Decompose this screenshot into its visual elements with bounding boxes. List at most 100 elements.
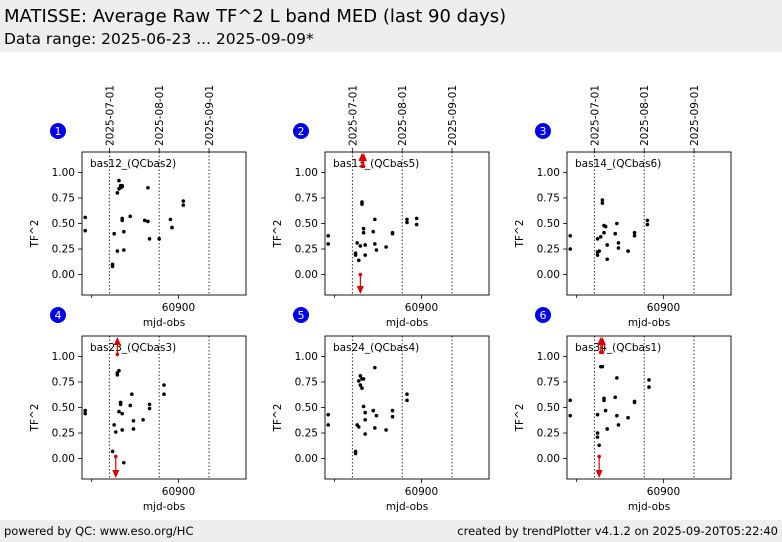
data-point bbox=[326, 233, 331, 238]
data-point bbox=[168, 217, 173, 222]
baseline-label: bas34_(QCbas1) bbox=[575, 342, 661, 354]
data-point bbox=[645, 222, 650, 227]
outlier-point bbox=[597, 454, 601, 459]
y-tick-label: 0.75 bbox=[537, 192, 560, 204]
date-tick-label: 2025-08-01 bbox=[154, 85, 166, 146]
data-point bbox=[181, 199, 186, 203]
x-tick-label: 60900 bbox=[647, 302, 680, 314]
x-tick-label: 60900 bbox=[647, 486, 680, 498]
data-point bbox=[600, 201, 605, 205]
data-point bbox=[83, 411, 88, 416]
data-point bbox=[595, 412, 600, 417]
data-point bbox=[374, 413, 379, 418]
panel-number: 3 bbox=[540, 125, 547, 138]
panel-6: 0.00 0.25 0.50 0.75 1.00 60900 mjd-obs TF^2 bas3… bbox=[514, 307, 732, 513]
plot-frame bbox=[81, 335, 247, 480]
panel-4: 0.00 0.25 0.50 0.75 1.00 60900 mjd-obs TF^2 bas2… bbox=[29, 307, 247, 513]
data-point bbox=[326, 423, 331, 427]
data-point bbox=[414, 222, 419, 227]
data-point bbox=[356, 425, 361, 429]
data-point bbox=[602, 398, 606, 403]
data-point bbox=[600, 198, 605, 202]
panel-number-badge bbox=[50, 123, 66, 139]
data-point bbox=[595, 431, 600, 435]
outlier-point bbox=[358, 272, 363, 277]
y-tick-label: 0.25 bbox=[295, 428, 318, 440]
data-point bbox=[613, 395, 618, 400]
y-tick-label: 0.25 bbox=[537, 244, 560, 256]
date-tick-label: 2025-09-01 bbox=[689, 85, 701, 146]
outlier-arrowhead-up bbox=[360, 153, 368, 161]
data-point bbox=[360, 386, 364, 390]
data-point bbox=[597, 249, 601, 253]
data-point bbox=[142, 218, 147, 223]
baseline-label: bas12_(QCbas2) bbox=[90, 158, 176, 170]
y-tick-label: 0.75 bbox=[295, 376, 318, 388]
baseline-label: bas24_(QCbas4) bbox=[333, 342, 419, 354]
data-point bbox=[112, 231, 116, 236]
x-axis-label: mjd-obs bbox=[628, 317, 670, 329]
data-point bbox=[647, 385, 651, 389]
data-point bbox=[568, 413, 573, 418]
y-tick-label: 0.25 bbox=[537, 428, 560, 440]
page-title: MATISSE: Average Raw TF^2 L band MED (la… bbox=[4, 6, 507, 27]
data-point bbox=[568, 247, 573, 251]
data-point bbox=[405, 398, 409, 403]
data-point bbox=[363, 432, 367, 436]
panel-number: 6 bbox=[540, 309, 547, 322]
data-point bbox=[120, 218, 124, 223]
data-point bbox=[361, 377, 366, 381]
data-point bbox=[128, 214, 133, 219]
panel-number-badge bbox=[293, 307, 309, 323]
outlier-point bbox=[361, 164, 366, 169]
data-point bbox=[113, 430, 118, 434]
data-point bbox=[83, 228, 88, 233]
data-point bbox=[602, 230, 606, 235]
data-point bbox=[390, 231, 395, 236]
y-tick-label: 0.75 bbox=[537, 376, 560, 388]
y-tick-label: 0.00 bbox=[295, 453, 318, 465]
data-point bbox=[600, 364, 605, 369]
y-tick-label: 0.50 bbox=[537, 218, 560, 230]
data-point bbox=[616, 241, 621, 245]
y-tick-label: 0.75 bbox=[52, 192, 75, 204]
date-tick-label: 2025-07-01 bbox=[347, 85, 359, 146]
outlier-arrowhead-down bbox=[112, 470, 120, 478]
data-point bbox=[632, 230, 637, 235]
data-point bbox=[147, 402, 152, 407]
data-point bbox=[117, 178, 121, 183]
data-point bbox=[373, 242, 377, 246]
data-point bbox=[647, 378, 651, 382]
data-point bbox=[363, 417, 367, 422]
data-point bbox=[118, 400, 123, 405]
panel-number: 5 bbox=[298, 309, 305, 322]
data-point bbox=[616, 423, 621, 427]
data-point bbox=[356, 379, 361, 383]
data-point bbox=[131, 418, 136, 423]
data-point bbox=[373, 365, 377, 370]
data-point bbox=[326, 242, 331, 246]
data-point bbox=[605, 243, 609, 247]
y-axis-label: TF^2 bbox=[514, 404, 526, 433]
y-tick-label: 1.00 bbox=[295, 167, 318, 179]
data-point bbox=[615, 221, 619, 226]
y-tick-label: 0.00 bbox=[537, 453, 560, 465]
data-point bbox=[120, 183, 124, 188]
panel-3: 2025-07-01 2025-08-01 2025-09-01 0.00 0.25 0.… bbox=[514, 85, 732, 329]
data-point bbox=[120, 411, 124, 416]
data-point bbox=[162, 383, 166, 387]
data-point bbox=[405, 392, 409, 397]
y-tick-label: 1.00 bbox=[537, 351, 560, 363]
data-point bbox=[371, 408, 376, 413]
data-point bbox=[595, 237, 600, 241]
y-tick-label: 0.50 bbox=[52, 402, 75, 414]
data-point bbox=[353, 451, 358, 456]
data-point bbox=[598, 234, 603, 239]
panel-number-badge bbox=[50, 307, 66, 323]
data-point bbox=[626, 415, 630, 420]
x-tick-label: 60900 bbox=[162, 302, 195, 314]
y-tick-label: 0.50 bbox=[295, 402, 318, 414]
y-tick-label: 0.00 bbox=[52, 269, 75, 281]
data-point bbox=[645, 218, 650, 223]
plot-frame bbox=[566, 151, 732, 296]
